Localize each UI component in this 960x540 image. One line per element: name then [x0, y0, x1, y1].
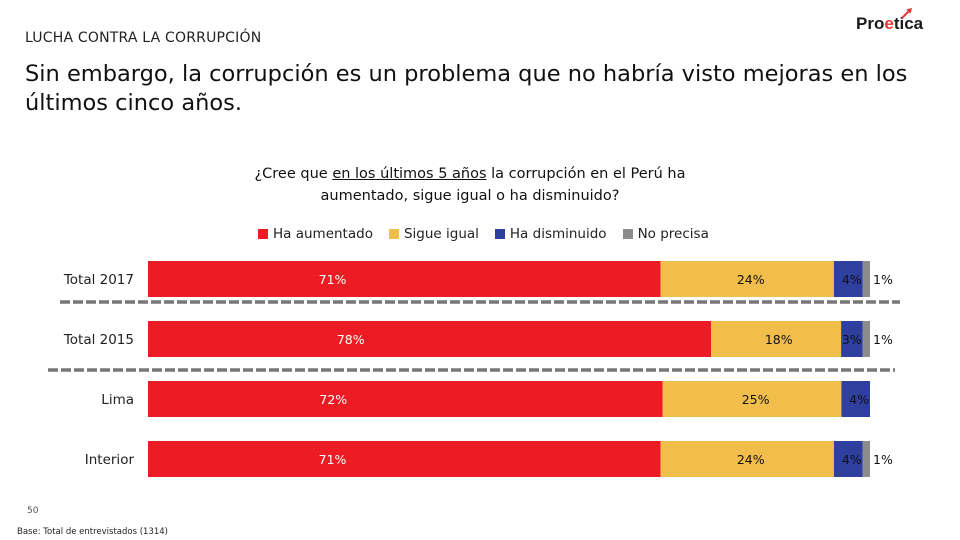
legend-label-disminuido: Ha disminuido: [509, 226, 607, 242]
bar-segment-noprecisa: [862, 321, 870, 357]
bar-segment-aumentado: [148, 261, 661, 297]
legend-item-noprecisa: No precisa: [622, 226, 709, 242]
legend-label-aumentado: Ha aumentado: [273, 226, 373, 242]
data-label-noprecisa: 1%: [873, 452, 893, 467]
chart-legend: Ha aumentado Sigue igual Ha disminuido N…: [258, 226, 709, 242]
bar-segment-igual: [660, 261, 834, 297]
bar-segment-disminuido: [833, 261, 863, 297]
bar-segment-igual: [660, 441, 834, 477]
data-label-disminuido: 4%: [842, 452, 862, 467]
data-label-aumentado: 78%: [337, 332, 365, 347]
data-label-disminuido: 3%: [842, 332, 862, 347]
bar-segment-noprecisa: [862, 441, 870, 477]
bar-segment-disminuido: [841, 381, 870, 417]
data-label-igual: 18%: [765, 332, 793, 347]
data-label-aumentado: 71%: [319, 452, 347, 467]
data-label-disminuido: 4%: [849, 392, 869, 407]
data-label-noprecisa: 1%: [873, 272, 893, 287]
data-label-aumentado: 71%: [319, 272, 347, 287]
bar-segment-noprecisa: [862, 261, 870, 297]
page-number: 50: [27, 506, 39, 516]
legend-swatch-igual: [388, 229, 399, 239]
bar-segment-aumentado: [148, 321, 712, 357]
legend-item-aumentado: Ha aumentado: [258, 226, 373, 242]
legend-label-igual: Sigue igual: [403, 226, 479, 242]
bar-segment-aumentado: [148, 441, 661, 477]
data-label-disminuido: 4%: [842, 272, 862, 287]
data-label-igual: 25%: [742, 392, 770, 407]
footnote: Base: Total de entrevistados (1314): [17, 527, 168, 537]
survey-question: ¿Cree que en los últimos 5 años la corru…: [254, 166, 686, 204]
legend-swatch-noprecisa: [622, 229, 633, 239]
data-label-aumentado: 72%: [319, 392, 347, 407]
data-label-igual: 24%: [737, 272, 765, 287]
proetica-logo: Proetica: [856, 8, 924, 33]
category-label: Total 2015: [63, 332, 134, 348]
legend-item-igual: Sigue igual: [388, 226, 479, 242]
bar-segment-disminuido: [841, 321, 863, 357]
bar-segment-igual: [711, 321, 842, 357]
headline: Sin embargo, la corrupción es un problem…: [25, 61, 908, 116]
legend-swatch-disminuido: [494, 229, 505, 239]
bar-segment-igual: [662, 381, 842, 417]
legend-label-noprecisa: No precisa: [637, 226, 709, 242]
legend-item-disminuido: Ha disminuido: [494, 226, 607, 242]
data-label-igual: 24%: [737, 452, 765, 467]
bar-segment-disminuido: [833, 441, 863, 477]
category-label: Interior: [85, 452, 135, 468]
svg-text:Proetica: Proetica: [856, 14, 924, 33]
section-label: LUCHA CONTRA LA CORRUPCIÓN: [25, 30, 262, 46]
bar-segment-aumentado: [148, 381, 663, 417]
data-label-noprecisa: 1%: [873, 332, 893, 347]
category-label: Total 2017: [63, 272, 134, 288]
question-emphasis: en los últimos 5 años: [332, 166, 487, 182]
legend-swatch-aumentado: [258, 229, 268, 239]
category-label: Lima: [101, 392, 134, 408]
